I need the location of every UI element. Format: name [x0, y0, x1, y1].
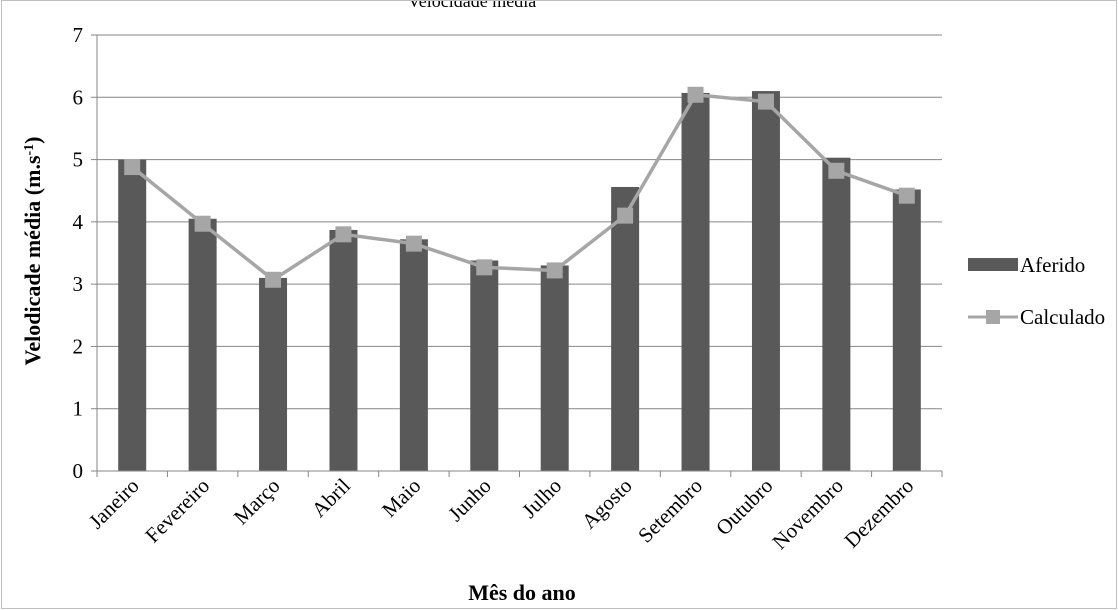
bar — [188, 218, 217, 471]
y-tick-label: 1 — [73, 397, 84, 421]
x-tick-label: Julho — [517, 474, 566, 523]
bar — [399, 239, 428, 471]
bar — [259, 277, 288, 471]
ytick-layer: 0 1 2 3 4 5 6 7 — [73, 23, 84, 483]
line-point — [194, 215, 211, 232]
bar — [470, 260, 499, 471]
line-point — [476, 259, 493, 276]
x-tick-label: Novembro — [767, 474, 847, 554]
line-point — [124, 159, 141, 176]
x-tick-label: Março — [229, 474, 285, 530]
bar — [681, 92, 710, 471]
line-point — [757, 93, 774, 110]
y-axis-title-close: ) — [20, 136, 45, 143]
legend: Aferido Calculado — [968, 253, 1105, 329]
series-line-calculado — [131, 93, 908, 282]
y-tick-label: 6 — [73, 85, 84, 109]
legend-label-calculado: Calculado — [1020, 305, 1105, 329]
y-tick-label: 5 — [73, 148, 84, 172]
y-tick-label: 4 — [73, 210, 84, 234]
axis-layer — [96, 35, 943, 477]
x-tick-label: Maio — [377, 474, 425, 522]
x-tick-label: Agosto — [577, 474, 637, 534]
bar — [540, 265, 569, 471]
y-tick-label: 0 — [73, 459, 84, 483]
bar — [751, 91, 780, 472]
y-axis-title-main: Velodicade média (m.s — [20, 155, 45, 365]
y-axis-title: Velodicade média (m.s-1) — [20, 136, 45, 365]
y-tick-label: 2 — [73, 334, 84, 358]
line-point — [546, 262, 563, 279]
x-tick-label: Outubro — [711, 474, 777, 540]
x-tick-label: Setembro — [633, 474, 707, 548]
legend-swatch-aferido — [968, 258, 1018, 271]
bar — [611, 186, 640, 471]
x-tick-label: Fevereiro — [140, 474, 214, 548]
x-tick-label: Janeiro — [84, 474, 144, 534]
x-tick-label: Junho — [443, 474, 495, 526]
line-layer — [124, 86, 915, 288]
y-tick-label: 3 — [73, 272, 84, 296]
grid-layer — [91, 34, 942, 472]
legend-label-aferido: Aferido — [1020, 253, 1085, 277]
legend-marker-calculado — [986, 310, 1000, 324]
bars-layer — [118, 91, 921, 472]
y-tick-label: 7 — [73, 23, 84, 47]
y-axis-title-sup: -1 — [22, 144, 37, 156]
x-tick-label: Dezembro — [840, 474, 919, 553]
line-point — [335, 226, 352, 243]
bar — [822, 157, 851, 471]
bar — [892, 189, 921, 471]
line-point — [687, 86, 704, 103]
x-tick-label: Abril — [307, 473, 355, 521]
bar — [329, 229, 358, 471]
line-point — [617, 207, 634, 224]
line-point — [898, 187, 915, 204]
chart-title: Velocidade média — [408, 1, 536, 11]
bar — [118, 159, 147, 472]
line-point — [828, 162, 845, 179]
line-point — [405, 235, 422, 252]
line-point — [265, 271, 282, 288]
x-axis-title: Mês do ano — [468, 580, 576, 605]
